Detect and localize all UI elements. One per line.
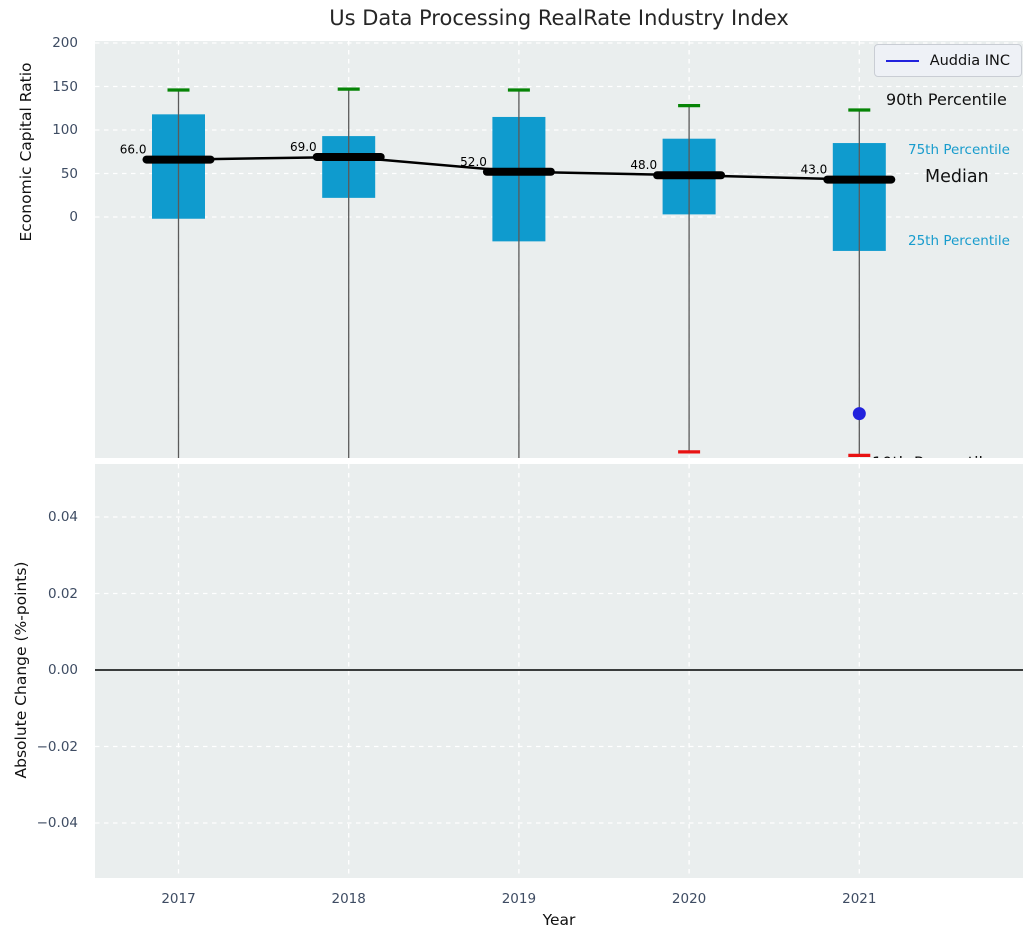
bottom-plot-area — [95, 464, 1023, 878]
top-ytick-0: 0 — [69, 209, 78, 225]
top-plot-canvas: 66.0 69.0 52.0 48.0 43.0 — [95, 41, 1023, 458]
median-value-label-2019: 52.0 — [460, 155, 487, 169]
xtick-2021: 2021 — [842, 891, 877, 907]
median-value-label-2017: 66.0 — [120, 143, 147, 157]
p90-percentile-label: 90th Percentile — [886, 90, 1007, 109]
median-annotation-label: Median — [925, 167, 989, 187]
p25-percentile-label: 25th Percentile — [908, 233, 1010, 249]
chart-title: Us Data Processing RealRate Industry Ind… — [329, 6, 789, 30]
median-value-label-2020: 48.0 — [630, 158, 657, 172]
p10-percentile-label: 10th Percentile — [872, 453, 993, 458]
legend-label-auddia: Auddia INC — [929, 52, 1010, 69]
bottom-plot-canvas — [95, 464, 1023, 878]
bottom-ytick-0.04: 0.04 — [47, 509, 78, 525]
bottom-ytick-0.00: 0.00 — [47, 662, 78, 678]
median-value-label-2021: 43.0 — [801, 163, 828, 177]
top-plot-area: 66.0 69.0 52.0 48.0 43.0 10th Percentile — [95, 41, 1023, 458]
p75-percentile-label: 75th Percentile — [908, 142, 1010, 158]
top-ytick-200: 200 — [52, 35, 78, 51]
top-ytick-50: 50 — [60, 165, 78, 182]
xtick-2018: 2018 — [331, 891, 366, 907]
xtick-2020: 2020 — [671, 891, 707, 907]
bottom-ytick-0.02: 0.02 — [47, 585, 78, 602]
legend-line-icon — [886, 59, 919, 62]
top-ytick-100: 100 — [52, 122, 78, 138]
bottom-ytick-−0.04: −0.04 — [36, 815, 78, 831]
bottom-ytick-−0.02: −0.02 — [36, 738, 78, 755]
x-axis-label: Year — [542, 911, 576, 929]
xtick-2017: 2017 — [161, 891, 196, 907]
median-value-label-2018: 69.0 — [290, 140, 317, 154]
xtick-2019: 2019 — [501, 891, 537, 907]
legend: Auddia INC — [874, 44, 1022, 77]
top-ytick-150: 150 — [52, 78, 78, 95]
auddia-point — [852, 407, 866, 421]
